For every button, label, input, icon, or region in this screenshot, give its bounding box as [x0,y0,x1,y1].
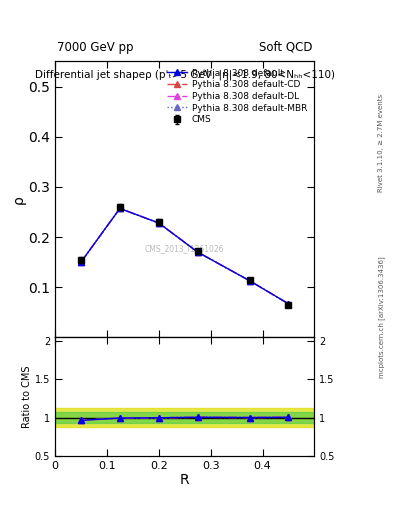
Line: Pythia 8.308 default: Pythia 8.308 default [78,206,291,307]
Pythia 8.308 default-CD [286,301,291,307]
Pythia 8.308 default-MBR [79,259,83,265]
Bar [55,409,314,426]
Pythia 8.308 default [118,205,122,211]
Pythia 8.308 default [79,259,83,265]
Line: Pythia 8.308 default-DL: Pythia 8.308 default-DL [78,206,291,307]
Bar [55,412,314,423]
Pythia 8.308 default-CD [118,205,122,211]
Pythia 8.308 default-MBR [286,301,291,307]
Pythia 8.308 default [156,220,161,226]
Text: Rivet 3.1.10, ≥ 2.7M events: Rivet 3.1.10, ≥ 2.7M events [378,94,384,193]
Pythia 8.308 default-CD [195,249,200,255]
Pythia 8.308 default-MBR [247,278,252,284]
Text: Soft QCD: Soft QCD [259,41,312,54]
Pythia 8.308 default-MBR [156,220,161,226]
Pythia 8.308 default-DL [118,205,122,211]
Pythia 8.308 default-MBR [195,249,200,255]
Pythia 8.308 default-DL [195,249,200,255]
Pythia 8.308 default [247,278,252,284]
Text: CMS_2013_I1261026: CMS_2013_I1261026 [145,245,224,253]
Pythia 8.308 default [195,249,200,255]
Pythia 8.308 default-MBR [118,205,122,211]
Pythia 8.308 default-CD [79,259,83,265]
Pythia 8.308 default [286,301,291,307]
X-axis label: R: R [180,473,189,487]
Pythia 8.308 default-DL [79,259,83,265]
Legend: Pythia 8.308 default, Pythia 8.308 default-CD, Pythia 8.308 default-DL, Pythia 8: Pythia 8.308 default, Pythia 8.308 defau… [165,66,310,127]
Text: mcplots.cern.ch [arXiv:1306.3436]: mcplots.cern.ch [arXiv:1306.3436] [378,257,385,378]
Pythia 8.308 default-CD [156,220,161,226]
Line: Pythia 8.308 default-CD: Pythia 8.308 default-CD [78,206,291,307]
Text: 7000 GeV pp: 7000 GeV pp [57,41,134,54]
Line: Pythia 8.308 default-MBR: Pythia 8.308 default-MBR [78,206,291,307]
Text: Differential jet shapeρ (pˈₜ>5 GeV, |η|<1.9, 80<Nₕₕ<110): Differential jet shapeρ (pˈₜ>5 GeV, |η|<… [35,70,335,80]
Pythia 8.308 default-DL [286,301,291,307]
Pythia 8.308 default-CD [247,278,252,284]
Y-axis label: Ratio to CMS: Ratio to CMS [22,365,32,428]
Y-axis label: ρ: ρ [11,195,26,204]
Pythia 8.308 default-DL [156,220,161,226]
Pythia 8.308 default-DL [247,278,252,284]
